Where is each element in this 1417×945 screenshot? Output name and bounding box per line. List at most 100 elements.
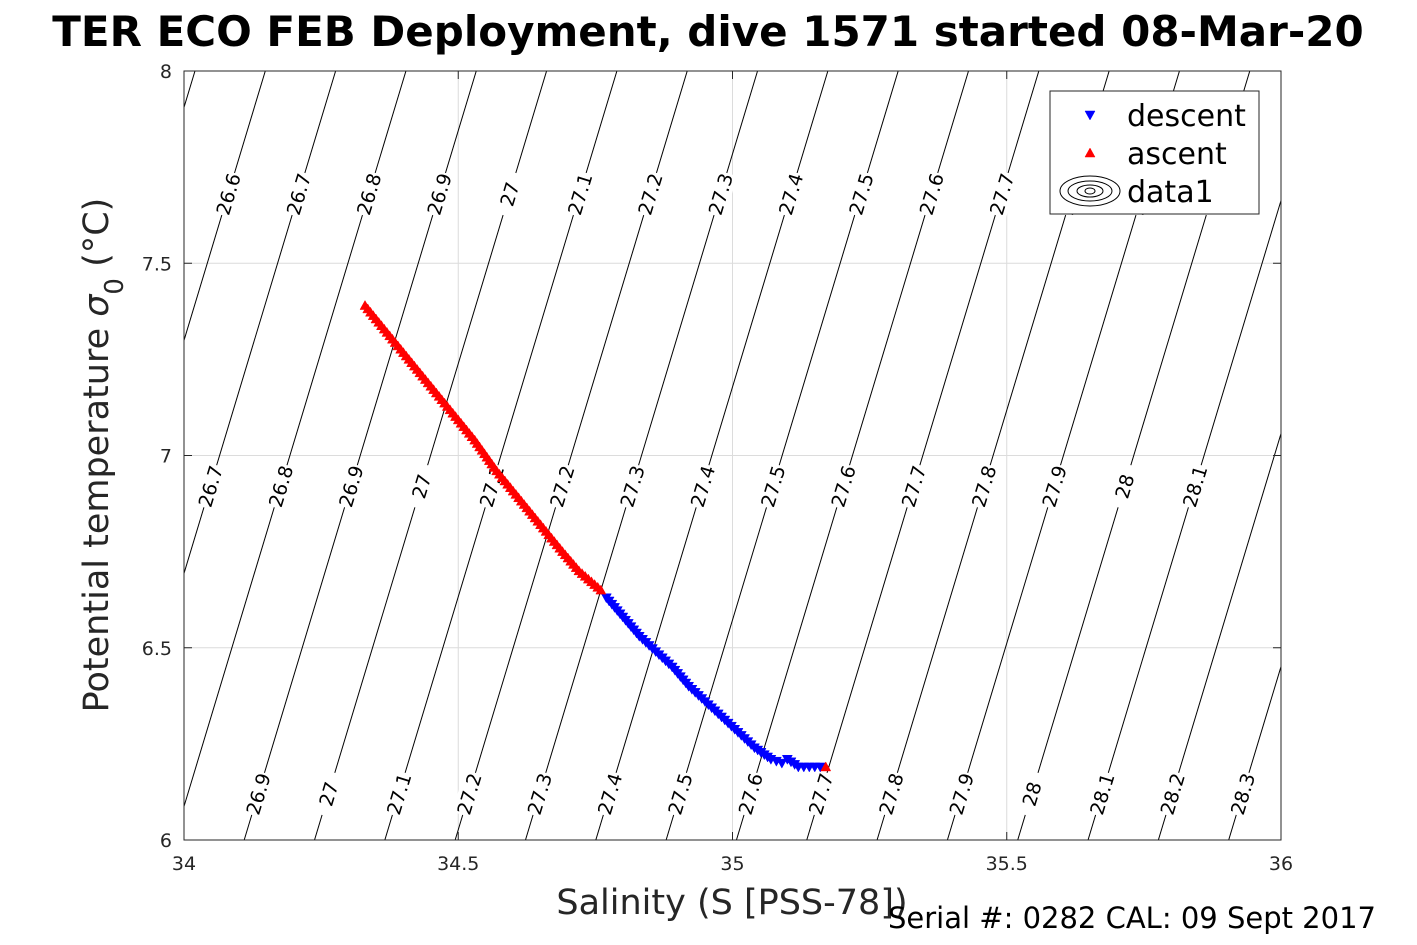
- isopycnal-label: 27.3: [522, 769, 557, 819]
- isopycnal-label: 28.1: [1177, 462, 1212, 511]
- x-tick-label: 35: [720, 853, 744, 875]
- isopycnal-label: 28.3: [1225, 769, 1260, 819]
- isopycnal-label: 27.3: [703, 169, 738, 219]
- ascent-point: [820, 761, 832, 772]
- isopycnal-label: 28.1: [1085, 769, 1120, 819]
- svg-text:27.9: 27.9: [946, 771, 979, 818]
- svg-text:26.9: 26.9: [242, 771, 275, 818]
- isopycnal-line: [0, 71, 54, 840]
- y-tick-label: 6.5: [142, 638, 172, 660]
- legend-ascent-marker: [1084, 147, 1096, 158]
- svg-text:28.1: 28.1: [1086, 771, 1119, 818]
- isopycnal-label: 27.2: [545, 462, 580, 511]
- legend-contour-icon: [1059, 175, 1121, 207]
- svg-text:27.2: 27.2: [546, 463, 579, 510]
- serial-cal-text: Serial #: 0282 CAL: 09 Sept 2017: [888, 901, 1376, 935]
- isopycnal-label: 28: [1014, 769, 1049, 819]
- isopycnal-label: 27.8: [874, 769, 909, 819]
- isopycnal-label: 27.8: [966, 462, 1001, 511]
- isopycnal-label: 27: [404, 462, 439, 511]
- isopycnal-label: 26.9: [334, 462, 369, 511]
- svg-text:26.7: 26.7: [283, 171, 316, 218]
- isopycnal-label: 28.2: [1155, 769, 1190, 819]
- isopycnal-label: 27.6: [733, 769, 768, 819]
- svg-text:27.3: 27.3: [705, 171, 738, 218]
- x-axis-label: Salinity (S [PSS-78]): [556, 883, 907, 923]
- svg-text:26.8: 26.8: [265, 463, 298, 510]
- isopycnal-label: 27: [492, 169, 527, 219]
- svg-text:26.7: 26.7: [195, 463, 228, 510]
- svg-text:26.6: 26.6: [212, 171, 245, 218]
- isopycnal-label: 27.7: [896, 462, 931, 511]
- isopycnal-label: 27.1: [381, 769, 416, 819]
- svg-text:27.6: 27.6: [916, 171, 949, 218]
- isopycnal-label: 27.4: [773, 169, 808, 219]
- isopycnal-label: 26.8: [351, 169, 386, 219]
- svg-text:28.1: 28.1: [1179, 463, 1212, 510]
- isopycnal-label: 27.9: [1037, 462, 1072, 511]
- legend-box: [1049, 90, 1260, 215]
- x-tick-label: 34: [172, 853, 196, 875]
- svg-text:27.8: 27.8: [875, 771, 908, 818]
- svg-text:27.3: 27.3: [524, 771, 557, 818]
- isopycnal-label: 27.6: [826, 462, 861, 511]
- svg-text:27.5: 27.5: [664, 771, 697, 818]
- isopycnal-line: [1228, 664, 1281, 840]
- isopycnal-label: 27.7: [803, 769, 838, 819]
- svg-text:27.4: 27.4: [594, 771, 627, 818]
- legend-label-ascent: ascent: [1127, 137, 1227, 172]
- svg-text:26.9: 26.9: [335, 463, 368, 510]
- isopycnal-label: 28: [1107, 462, 1142, 511]
- svg-text:27.7: 27.7: [986, 171, 1019, 218]
- axis-ticks: 34 34.5 35 35.5 36 6 6.5 7 7.5 8: [142, 61, 1293, 875]
- svg-text:27.7: 27.7: [805, 771, 838, 818]
- svg-text:27.6: 27.6: [827, 463, 860, 510]
- isopycnal-label: 27.4: [685, 462, 720, 511]
- svg-text:27.4: 27.4: [687, 463, 720, 510]
- isopycnal-label: 27: [311, 769, 346, 819]
- x-tick-label: 34.5: [437, 853, 479, 875]
- legend-descent-marker: [1084, 110, 1096, 121]
- descent-point: [776, 758, 788, 769]
- isopycnal-label: 27.4: [592, 769, 627, 819]
- isopycnal-label: 27.7: [984, 169, 1019, 219]
- y-tick-label: 7: [160, 446, 172, 468]
- svg-text:27.5: 27.5: [845, 171, 878, 218]
- isopycnal-label: 27.1: [562, 169, 597, 219]
- isopycnal-label: 27.5: [755, 462, 790, 511]
- ascent-point: [595, 584, 607, 595]
- isopycnal-label: 27.3: [615, 462, 650, 511]
- isopycnal-label: 26.6: [211, 169, 246, 219]
- svg-text:27.6: 27.6: [735, 771, 768, 818]
- data-points: [359, 300, 832, 773]
- isopycnal-label: 26.9: [422, 169, 457, 219]
- isopycnal-label: 26.7: [281, 169, 316, 219]
- svg-text:26.9: 26.9: [423, 171, 456, 218]
- svg-text:27.1: 27.1: [383, 771, 416, 818]
- svg-text:27.3: 27.3: [617, 463, 650, 510]
- svg-text:26.8: 26.8: [353, 171, 386, 218]
- svg-text:27.9: 27.9: [1038, 463, 1071, 510]
- svg-text:27.1: 27.1: [564, 171, 597, 218]
- legend-label-descent: descent: [1127, 99, 1246, 134]
- y-tick-label: 7.5: [142, 253, 172, 275]
- isopycnal-line: [1087, 198, 1281, 840]
- isopycnal-label: 27.9: [944, 769, 979, 819]
- svg-text:27.5: 27.5: [757, 463, 790, 510]
- x-tick-label: 36: [1269, 853, 1293, 875]
- isopycnal-label: 26.8: [263, 462, 298, 511]
- isopycnal-label: 27.2: [452, 769, 487, 819]
- x-tick-label: 35.5: [986, 853, 1028, 875]
- svg-text:27.4: 27.4: [775, 171, 808, 218]
- svg-text:28.2: 28.2: [1157, 771, 1190, 818]
- isopycnal-label: 27.5: [844, 169, 879, 219]
- y-axis-label: Potential temperature σ0 (°C): [77, 198, 130, 713]
- isopycnal-label: 27.5: [663, 769, 698, 819]
- svg-text:27.7: 27.7: [898, 463, 931, 510]
- y-tick-label: 8: [160, 61, 172, 83]
- isopycnal-label: 26.9: [241, 769, 276, 819]
- chart-title: TER ECO FEB Deployment, dive 1571 starte…: [52, 7, 1363, 56]
- svg-text:27.2: 27.2: [634, 171, 667, 218]
